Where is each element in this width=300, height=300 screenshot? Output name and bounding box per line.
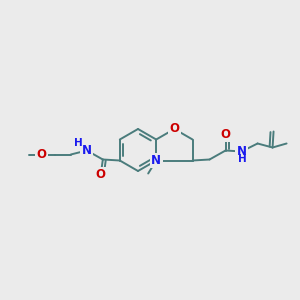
Text: O: O bbox=[96, 168, 106, 181]
Text: N: N bbox=[237, 145, 247, 158]
Text: N: N bbox=[151, 154, 161, 167]
Text: H: H bbox=[74, 139, 83, 148]
Text: O: O bbox=[220, 128, 231, 141]
Text: O: O bbox=[169, 122, 179, 136]
Text: O: O bbox=[37, 148, 47, 161]
Text: N: N bbox=[82, 144, 92, 157]
Text: H: H bbox=[238, 154, 247, 164]
